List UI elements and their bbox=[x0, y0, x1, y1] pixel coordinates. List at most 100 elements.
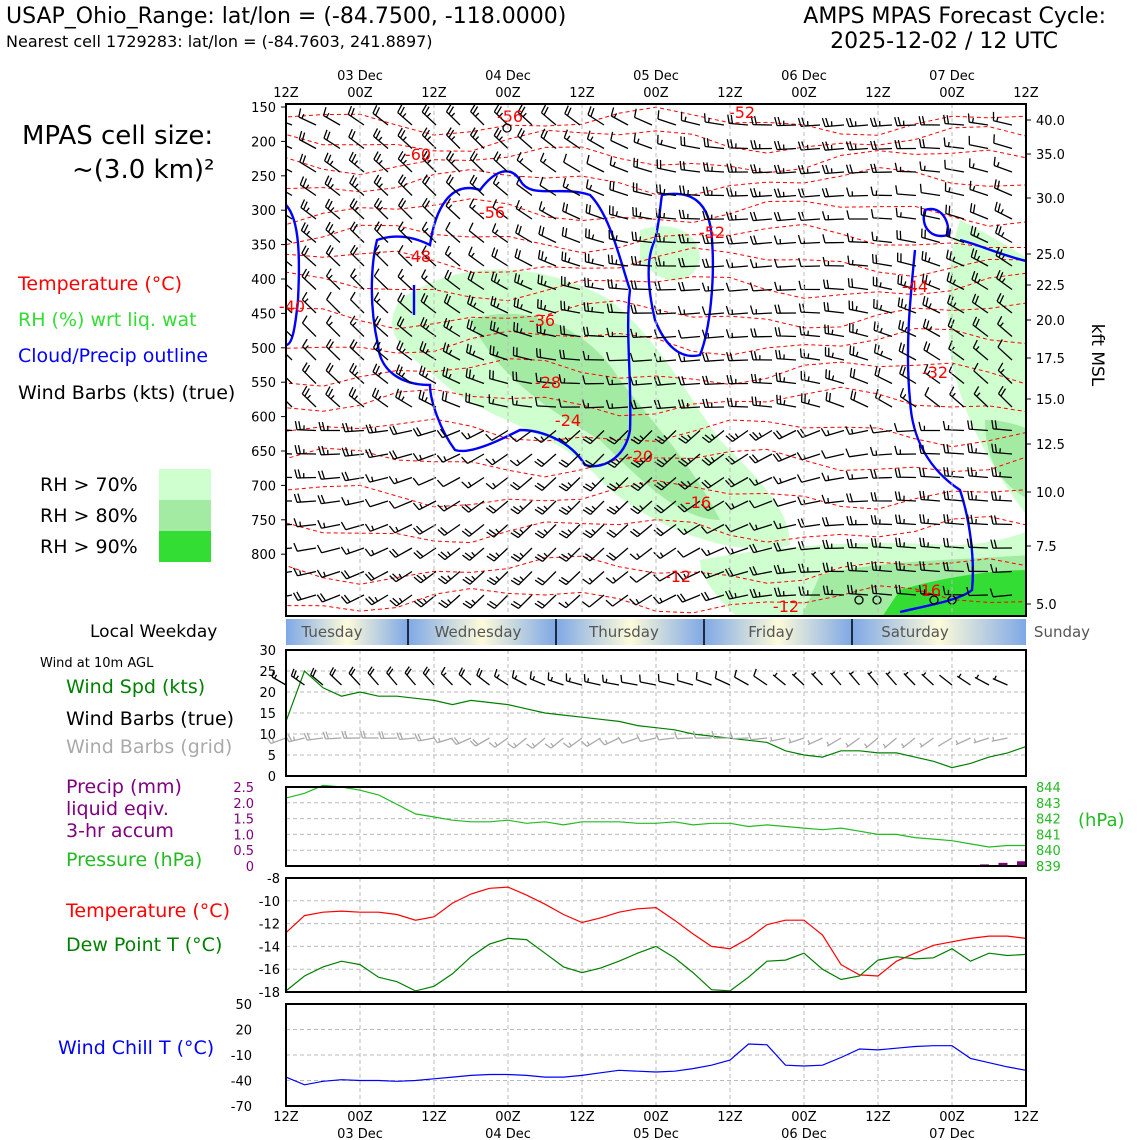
wind-barb bbox=[582, 430, 605, 445]
wind-barb bbox=[846, 538, 869, 549]
weekday-segment bbox=[408, 619, 556, 645]
top-date-label: 03 Dec bbox=[337, 69, 383, 84]
wind-barb bbox=[412, 427, 437, 437]
surface-wind-barb bbox=[329, 667, 342, 686]
wind-barb bbox=[969, 180, 989, 197]
wind-barb bbox=[825, 369, 845, 385]
wind-barb bbox=[680, 111, 701, 126]
wind-barb bbox=[845, 470, 869, 480]
wind-barb bbox=[540, 104, 557, 126]
wind-barb bbox=[558, 374, 581, 385]
wind-barb bbox=[286, 476, 293, 479]
cross-section-panel: -56 -52-60-56-52-48-44-40-36-32-28-24-20-… bbox=[251, 101, 1107, 617]
wind-barb bbox=[726, 374, 749, 385]
surface-wind-barb bbox=[620, 674, 638, 686]
grid-wind-barb bbox=[284, 734, 305, 743]
wind-barb bbox=[485, 429, 509, 441]
wind-barb bbox=[558, 477, 581, 492]
grid-wind-barb bbox=[451, 737, 472, 746]
wind-barb bbox=[918, 138, 941, 150]
wind-barb bbox=[584, 277, 605, 291]
wind-barb bbox=[846, 232, 869, 244]
wind-barb bbox=[919, 561, 941, 573]
top-time-tick: 00Z bbox=[791, 86, 817, 101]
grid-wind-barb bbox=[711, 730, 731, 739]
wind-barb bbox=[325, 244, 341, 267]
wind-barb bbox=[493, 127, 509, 149]
temperature-contour-label: -36 bbox=[529, 311, 555, 330]
wind-barb bbox=[510, 477, 533, 491]
panel-frame bbox=[285, 786, 1027, 867]
wind-barb bbox=[514, 248, 533, 267]
wind-barb bbox=[847, 278, 869, 291]
wind-barb bbox=[461, 453, 485, 465]
temperature-contour-label: -60 bbox=[405, 145, 431, 164]
pressure-line bbox=[285, 784, 1026, 848]
wind-barb bbox=[898, 342, 917, 361]
wind-barb bbox=[632, 182, 653, 197]
wind-barb bbox=[677, 399, 701, 409]
wind-barb bbox=[774, 327, 797, 338]
temperature-tick-label: -16 bbox=[259, 963, 280, 978]
wind-barb bbox=[301, 315, 317, 337]
bottom-time-tick: 00Z bbox=[347, 1110, 373, 1125]
wind-barb bbox=[535, 372, 557, 385]
bottom-date-label: 07 Dec bbox=[929, 1127, 975, 1140]
wind-barb bbox=[608, 205, 629, 220]
top-time-tick: 12Z bbox=[273, 86, 299, 101]
bottom-time-tick: 12Z bbox=[569, 1110, 595, 1125]
wind-barb bbox=[701, 453, 725, 466]
wind-barb bbox=[286, 388, 293, 408]
wind-barb bbox=[773, 542, 797, 552]
wind-barb bbox=[845, 493, 869, 503]
wind-barb bbox=[286, 191, 293, 197]
wind-barb bbox=[286, 255, 293, 267]
wind-barb bbox=[845, 164, 869, 174]
wind-barb bbox=[923, 341, 941, 361]
wind-barb bbox=[607, 279, 629, 291]
wind-barb bbox=[701, 429, 725, 444]
wind-barb bbox=[972, 339, 989, 361]
wind-barb bbox=[324, 198, 341, 220]
wind-barb bbox=[894, 445, 917, 455]
bottom-time-tick: 00Z bbox=[495, 1110, 521, 1125]
surface-wind-barb bbox=[310, 667, 324, 686]
wind-barb bbox=[461, 429, 485, 440]
wind-barb bbox=[677, 476, 701, 490]
wind-barb bbox=[870, 515, 893, 526]
wind-barb bbox=[286, 365, 293, 384]
wind-barb bbox=[796, 452, 821, 461]
calm-wind-marker bbox=[929, 595, 939, 605]
wind-barb bbox=[322, 107, 341, 126]
calm-wind-marker bbox=[854, 595, 864, 605]
wind-barb bbox=[389, 425, 413, 436]
surface-wind-barb bbox=[811, 671, 823, 686]
wind-barb bbox=[340, 521, 365, 531]
wind-y-tick-label: 0 bbox=[268, 770, 276, 785]
height-tick-label: 10.0 bbox=[1036, 486, 1065, 501]
wind-barb bbox=[485, 453, 509, 466]
wind-barb bbox=[869, 140, 893, 151]
wind-barb bbox=[797, 234, 821, 245]
wind-barb bbox=[535, 348, 557, 361]
wind-barb bbox=[286, 570, 293, 574]
top-time-tick: 00Z bbox=[939, 86, 965, 101]
grid-wind-barb bbox=[580, 737, 601, 747]
wind-barb bbox=[919, 161, 941, 173]
wind-barb bbox=[581, 594, 605, 608]
wind-barb bbox=[397, 244, 413, 267]
wind-barb bbox=[582, 326, 605, 338]
grid-wind-barb bbox=[769, 736, 786, 742]
wind-barb bbox=[467, 270, 485, 291]
wind-barb bbox=[630, 280, 653, 291]
wind-barb bbox=[749, 211, 773, 222]
wind-barb bbox=[749, 429, 773, 441]
wind-barb bbox=[656, 159, 677, 173]
pressure-tick-label: 842 bbox=[1036, 813, 1061, 828]
grid-wind-barb bbox=[655, 732, 675, 741]
wind-barb bbox=[630, 255, 653, 267]
wind-barb bbox=[918, 116, 941, 126]
wind-barb bbox=[653, 547, 677, 559]
wind-barb bbox=[726, 351, 749, 362]
wind-barb bbox=[510, 524, 533, 539]
